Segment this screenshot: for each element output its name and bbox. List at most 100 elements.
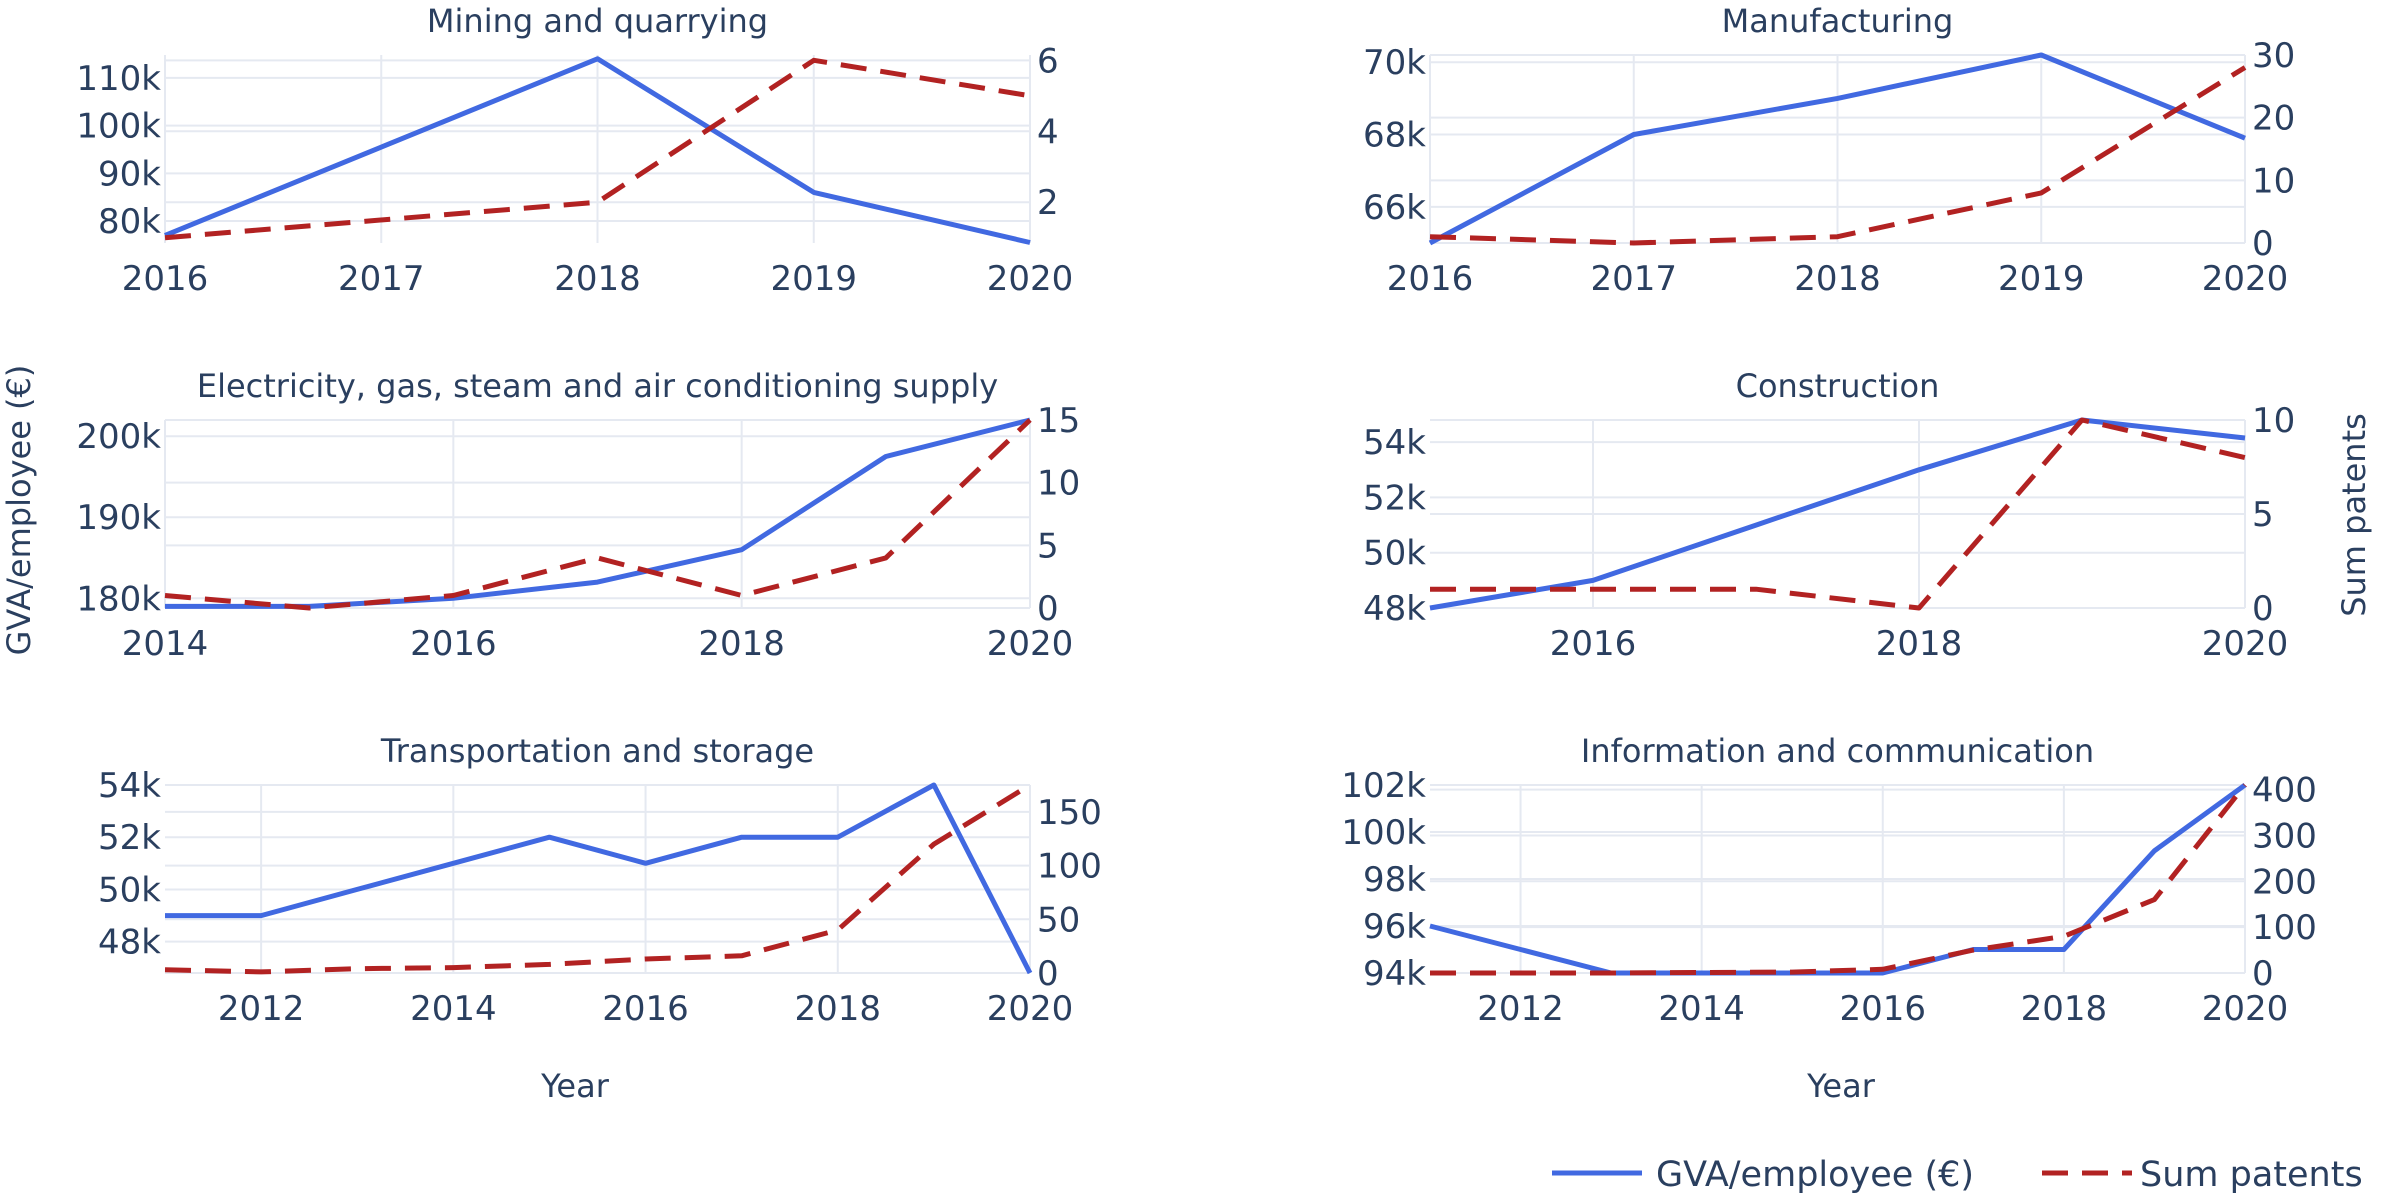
y-left-tick-label: 94k <box>1363 954 1426 994</box>
gva-series-line <box>1429 417 2246 611</box>
y-left-tick-label: 54k <box>98 766 161 806</box>
patents-series-line <box>164 782 1032 975</box>
gva-series-line <box>165 417 1031 609</box>
y-left-tick-label: 48k <box>1363 589 1426 629</box>
x-tick-label: 2020 <box>2202 624 2289 664</box>
right-axis-title: Sum patents <box>2335 413 2373 617</box>
legend-label-gva: GVA/employee (€) <box>1656 1155 1974 1195</box>
legend-label-patents: Sum patents <box>2140 1155 2363 1195</box>
x-tick-label: 2016 <box>1550 624 1637 664</box>
y-left-tick-label: 100k <box>76 107 161 147</box>
y-right-tick-label: 6 <box>1037 41 1059 81</box>
legend-item-patents[interactable]: Sum patents <box>2042 1155 2363 1195</box>
y-right-tick-label: 100 <box>2252 908 2317 948</box>
subplot-4: Construction 2016 2018 2020 48k 50k 52k 54k 0 5 10 <box>1363 367 2295 664</box>
y-left-tick-label: 52k <box>98 818 161 858</box>
y-right-tick-label: 2 <box>1037 183 1059 223</box>
x-tick-label: 2014 <box>122 624 209 664</box>
x-tick-label: 2018 <box>795 989 882 1029</box>
subplot-title: Construction <box>1736 367 1940 405</box>
y-right-tick-label: 0 <box>1037 954 1059 994</box>
subplot-3: Electricity, gas, steam and air conditio… <box>76 367 1080 664</box>
subplot-5: Transportation and storage 2012 2014 2016 20… <box>98 732 1102 1029</box>
y-right-tick-label: 0 <box>2252 224 2274 264</box>
x-tick-label: 2016 <box>1387 259 1474 299</box>
subplot-title: Information and communication <box>1581 732 2094 770</box>
y-right-tick-label: 0 <box>1037 589 1059 629</box>
subplot-1: Mining and quarrying 2016 2017 2018 2019 2020… <box>76 2 1073 299</box>
x-tick-label: 2019 <box>1998 259 2085 299</box>
x-tick-label: 2018 <box>1876 624 1963 664</box>
y-right-tick-label: 30 <box>2252 36 2295 76</box>
x-tick-label: 2012 <box>1477 989 1564 1029</box>
patents-series-line <box>1430 417 2246 611</box>
y-left-tick-label: 50k <box>98 870 161 910</box>
y-left-tick-label: 90k <box>98 154 161 194</box>
y-right-tick-label: 10 <box>1037 464 1080 504</box>
y-left-tick-label: 190k <box>76 498 161 538</box>
subplot-title: Transportation and storage <box>380 732 814 770</box>
subplot-title: Electricity, gas, steam and air conditio… <box>197 367 998 405</box>
y-left-tick-label: 96k <box>1363 907 1426 947</box>
y-left-tick-label: 52k <box>1363 478 1426 518</box>
x-tick-label: 2018 <box>698 624 785 664</box>
y-right-tick-label: 300 <box>2252 816 2317 856</box>
legend-item-gva[interactable]: GVA/employee (€) <box>1552 1155 1974 1195</box>
x-axis-title-left: Year <box>540 1067 610 1105</box>
y-right-tick-label: 200 <box>2252 862 2317 902</box>
y-left-tick-label: 54k <box>1363 423 1426 463</box>
subplot-6: Information and communication 2012 2014 201… <box>1341 732 2317 1029</box>
x-tick-label: 2020 <box>987 624 1074 664</box>
subplot-2: Manufacturing 2016 2017 2018 2019 2020 66k 68k 7… <box>1363 2 2295 299</box>
y-right-tick-label: 10 <box>2252 401 2295 441</box>
x-tick-label: 2016 <box>122 259 209 299</box>
y-right-tick-label: 10 <box>2252 161 2295 201</box>
y-left-tick-label: 200k <box>76 417 161 457</box>
subplot-title: Mining and quarrying <box>427 2 768 40</box>
x-tick-label: 2012 <box>218 989 305 1029</box>
gva-series-line <box>1428 52 2246 246</box>
y-left-tick-label: 80k <box>98 202 161 242</box>
y-right-tick-label: 5 <box>2252 495 2274 535</box>
y-left-tick-label: 102k <box>1341 766 1426 806</box>
y-left-tick-label: 100k <box>1341 813 1426 853</box>
x-tick-label: 2017 <box>338 259 425 299</box>
y-right-tick-label: 15 <box>1037 401 1080 441</box>
y-left-tick-label: 66k <box>1363 188 1426 228</box>
gva-series-line <box>164 56 1031 245</box>
x-tick-label: 2020 <box>987 259 1074 299</box>
y-right-tick-label: 400 <box>2252 771 2317 811</box>
x-tick-label: 2020 <box>2202 989 2289 1029</box>
x-tick-label: 2018 <box>554 259 641 299</box>
y-right-tick-label: 0 <box>2252 954 2274 994</box>
y-right-tick-label: 20 <box>2252 99 2295 139</box>
x-tick-label: 2016 <box>602 989 689 1029</box>
y-right-tick-label: 0 <box>2252 589 2274 629</box>
patents-series-line <box>164 57 1031 241</box>
y-left-tick-label: 48k <box>98 923 161 963</box>
legend: GVA/employee (€) Sum patents <box>1552 1155 2363 1195</box>
y-left-tick-label: 70k <box>1363 43 1426 83</box>
patents-series-line <box>1429 65 2247 246</box>
y-left-tick-label: 110k <box>76 59 161 99</box>
y-left-tick-label: 50k <box>1363 534 1426 574</box>
y-right-tick-label: 4 <box>1037 112 1059 152</box>
x-tick-label: 2014 <box>1658 989 1745 1029</box>
y-right-tick-label: 50 <box>1037 900 1080 940</box>
x-tick-label: 2019 <box>770 259 857 299</box>
y-right-tick-label: 5 <box>1037 526 1059 566</box>
subplot-title: Manufacturing <box>1722 2 1954 40</box>
x-tick-label: 2016 <box>410 624 497 664</box>
x-tick-label: 2014 <box>410 989 497 1029</box>
x-tick-label: 2018 <box>1794 259 1881 299</box>
patents-series-line <box>1430 783 2247 976</box>
x-tick-label: 2020 <box>2202 259 2289 299</box>
gva-series-line <box>165 782 1033 975</box>
x-tick-label: 2020 <box>987 989 1074 1029</box>
patents-series-line <box>164 418 1032 611</box>
y-right-tick-label: 150 <box>1037 793 1102 833</box>
y-left-tick-label: 68k <box>1363 116 1426 156</box>
y-left-tick-label: 180k <box>76 579 161 619</box>
